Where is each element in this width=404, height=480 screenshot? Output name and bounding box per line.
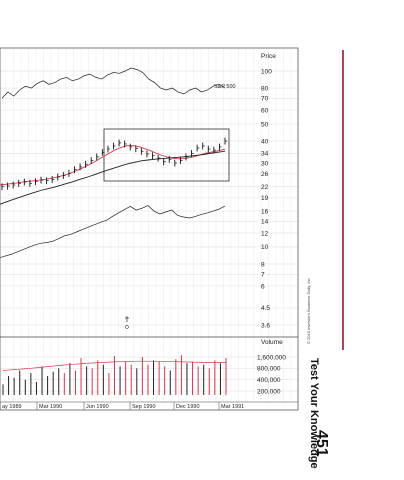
price-axis-label: Price xyxy=(261,53,276,60)
sp500-line xyxy=(1,67,226,99)
price-tick-label: 60 xyxy=(261,107,269,114)
price-tick-label: 40 xyxy=(261,138,269,145)
date-axis: ay 1989 Mar 1990 Jun 1990 Sep 1990 Dec 1990 M… xyxy=(0,402,244,410)
price-tick-label: 70 xyxy=(261,96,269,103)
date-tick-label: Dec 1990 xyxy=(176,404,200,410)
relative-strength-line xyxy=(0,205,226,258)
moving-average-long-line xyxy=(0,150,226,205)
volume-tick-label: 1,600,000 xyxy=(257,354,286,361)
grid xyxy=(0,48,298,402)
price-tick-label: 34 xyxy=(261,151,269,158)
price-tick-label: 8 xyxy=(261,261,265,268)
date-tick-label: Sep 1990 xyxy=(132,404,156,410)
volume-bars xyxy=(2,355,227,395)
price-tick-label: 4.5 xyxy=(261,305,270,312)
volume-tick-label: 400,000 xyxy=(257,377,281,384)
volume-axis: Volume 1,600,000 800,000 400,000 200,000 xyxy=(257,339,286,395)
split-marker xyxy=(125,316,129,329)
volume-tick-label: 800,000 xyxy=(257,366,281,373)
series-lines xyxy=(0,67,226,258)
date-tick-label: Mar 1990 xyxy=(39,404,62,410)
moving-average-short-line xyxy=(0,145,226,186)
plot-frame xyxy=(0,47,299,411)
price-tick-label: 22 xyxy=(261,184,269,191)
page-edge-bar xyxy=(342,50,344,350)
date-tick-label: Mar 1991 xyxy=(221,404,244,410)
price-tick-label: 26 xyxy=(261,171,269,178)
price-tick-label: 80 xyxy=(261,85,269,92)
price-tick-label: 30 xyxy=(261,160,269,167)
price-tick-label: 14 xyxy=(261,219,269,226)
price-axis: Price 100 80 70 60 50 40 34 30 26 22 19 16 14 12 10 8 7 6… xyxy=(261,53,276,329)
sp500-label: S&P 500 xyxy=(214,84,236,90)
price-tick-label: 19 xyxy=(261,195,269,202)
price-tick-label: 3.6 xyxy=(261,322,270,329)
copyright-text: © 2010 Investor's Business Daily, Inc. xyxy=(306,277,311,344)
price-tick-label: 12 xyxy=(261,230,269,237)
date-tick-label: ay 1989 xyxy=(2,404,22,410)
price-tick-label: 6 xyxy=(261,283,265,290)
price-tick-label: 10 xyxy=(261,244,269,251)
page-number-text: 451 xyxy=(313,430,330,457)
price-tick-label: 7 xyxy=(261,271,265,278)
highlight-box xyxy=(103,128,230,182)
volume-average-line xyxy=(2,360,226,371)
volume-tick-label: 200,000 xyxy=(257,388,281,395)
price-tick-label: 16 xyxy=(261,208,269,215)
date-tick-label: Jun 1990 xyxy=(86,404,109,410)
price-bars xyxy=(1,137,228,191)
price-tick-label: 100 xyxy=(261,68,272,75)
price-tick-label: 50 xyxy=(261,121,269,128)
volume-axis-label: Volume xyxy=(261,339,283,346)
